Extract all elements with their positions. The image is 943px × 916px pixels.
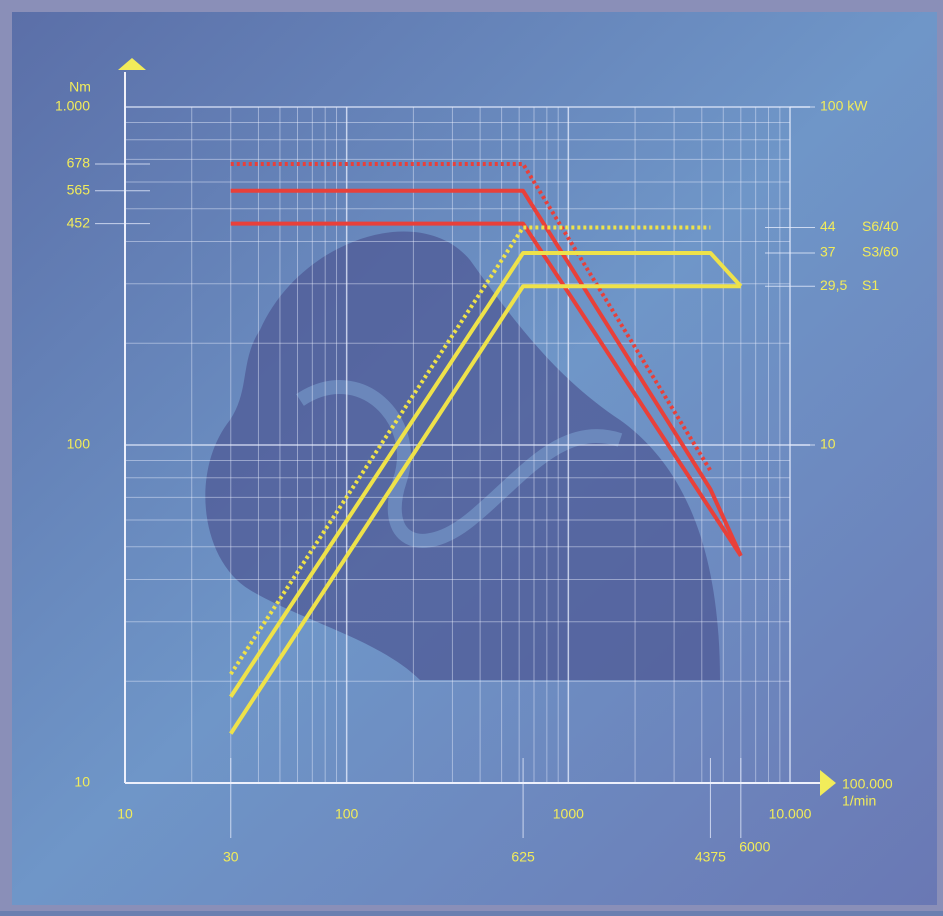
- legend-label: S1: [862, 277, 879, 293]
- y2-tick-label: 29,5: [820, 277, 847, 293]
- x-axis-label: 1/min: [842, 793, 876, 809]
- x-axis-end-label: 100.000: [842, 776, 893, 792]
- legend-label: S3/60: [862, 244, 899, 260]
- x-tick-label: 100: [335, 806, 359, 822]
- x-tick-label: 10: [117, 806, 133, 822]
- speed-mark-label: 30: [223, 849, 239, 865]
- y-tick-label: 10: [74, 774, 90, 790]
- page: Nm 100.000 1/min 10 100 1000 10.000 30 625 437…: [0, 0, 943, 911]
- speed-mark-label: 4375: [695, 849, 726, 865]
- y-axis-label: Nm: [69, 79, 91, 95]
- y-tick-label: 565: [67, 182, 91, 198]
- y2-tick-label: 37: [820, 244, 836, 260]
- x-tick-label: 1000: [553, 806, 584, 822]
- y-tick-label: 452: [67, 214, 91, 230]
- speed-mark-label: 625: [511, 849, 535, 865]
- y2-tick-label: 10: [820, 436, 836, 452]
- x-tick-label: 10.000: [769, 806, 812, 822]
- y2-tick-label: 100 kW: [820, 98, 868, 114]
- speed-mark-label: 6000: [739, 839, 770, 855]
- y-tick-label: 100: [67, 436, 91, 452]
- legend-label: S6/40: [862, 218, 899, 234]
- y-tick-label: 678: [67, 155, 91, 171]
- y2-tick-label: 44: [820, 218, 836, 234]
- chart: Nm 100.000 1/min 10 100 1000 10.000 30 625 437…: [0, 0, 943, 911]
- y-tick-label: 1.000: [55, 98, 90, 114]
